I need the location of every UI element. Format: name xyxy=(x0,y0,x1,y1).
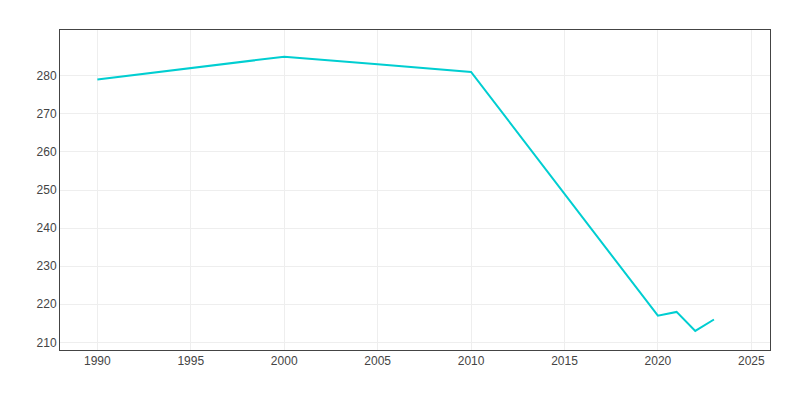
svg-text:1990: 1990 xyxy=(84,354,111,368)
svg-text:250: 250 xyxy=(37,183,57,197)
svg-text:2025: 2025 xyxy=(738,354,765,368)
svg-text:240: 240 xyxy=(37,221,57,235)
svg-text:220: 220 xyxy=(37,297,57,311)
svg-text:1995: 1995 xyxy=(177,354,204,368)
svg-text:2000: 2000 xyxy=(271,354,298,368)
svg-text:280: 280 xyxy=(37,69,57,83)
svg-text:210: 210 xyxy=(37,336,57,350)
svg-text:230: 230 xyxy=(37,259,57,273)
svg-text:2020: 2020 xyxy=(645,354,672,368)
svg-text:260: 260 xyxy=(37,145,57,159)
svg-text:2015: 2015 xyxy=(551,354,578,368)
svg-text:2010: 2010 xyxy=(458,354,485,368)
svg-text:270: 270 xyxy=(37,107,57,121)
svg-text:2005: 2005 xyxy=(364,354,391,368)
